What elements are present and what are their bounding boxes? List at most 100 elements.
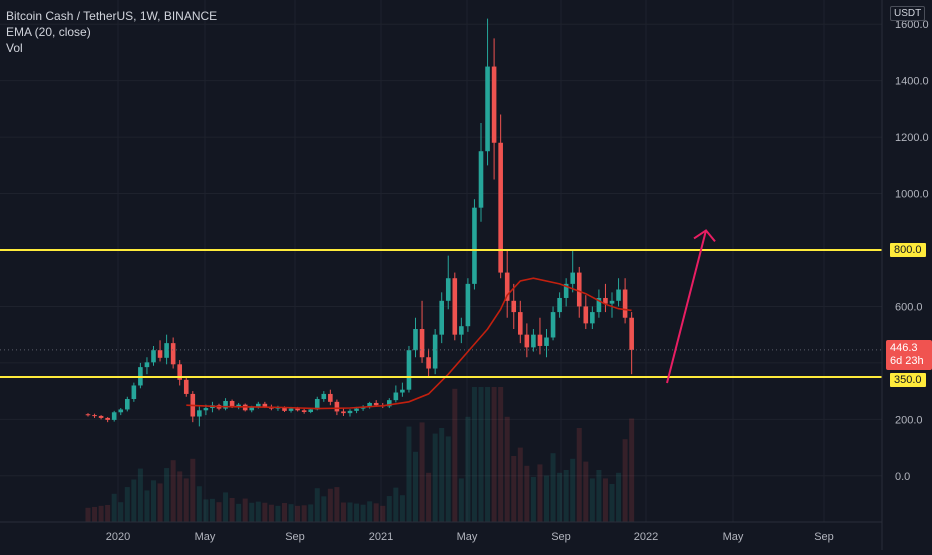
volume-bar	[563, 470, 569, 522]
volume-bar	[314, 488, 320, 522]
volume-bar	[137, 468, 143, 522]
candle-body	[465, 283, 471, 327]
candle-body	[491, 66, 497, 143]
symbol-title[interactable]: Bitcoin Cash / TetherUS, 1W, BINANCE	[6, 9, 218, 23]
candle-body	[426, 357, 431, 369]
currency-badge[interactable]: USDT	[890, 6, 926, 21]
candle-body	[563, 283, 569, 298]
candle-body	[92, 415, 97, 417]
candle-body	[518, 312, 523, 335]
ema-line	[186, 277, 632, 410]
volume-bar	[203, 499, 209, 522]
candle-body	[393, 392, 399, 401]
volume-bar	[373, 503, 379, 522]
x-tick-label: 2020	[106, 531, 130, 543]
candle-body	[583, 306, 589, 324]
volume-bar	[249, 502, 255, 522]
volume-bar	[105, 505, 111, 522]
volume-bar	[347, 502, 353, 522]
candle-body	[321, 393, 327, 400]
last-price-value: 446.3	[890, 342, 918, 354]
candle-body	[308, 409, 313, 412]
volume-bar	[295, 505, 301, 522]
ema-legend[interactable]: EMA (20, close)	[6, 25, 91, 39]
chart-legend: Bitcoin Cash / TetherUS, 1W, BINANCE EMA…	[6, 8, 217, 56]
volume-bar	[583, 461, 589, 522]
y-tick-label: 0.0	[895, 471, 910, 483]
volume-bar	[550, 453, 556, 522]
volume-bar	[111, 493, 117, 522]
candle-body	[341, 411, 346, 414]
candle-body	[550, 312, 556, 338]
candle-body	[439, 300, 444, 335]
volume-bar	[419, 422, 425, 522]
volume-bar	[452, 388, 458, 522]
candle-body	[229, 400, 235, 407]
y-tick-label: 1200.0	[895, 132, 929, 144]
volume-bar	[354, 503, 360, 522]
volume-bar	[458, 478, 464, 522]
candle-body	[144, 362, 150, 368]
candle-body	[478, 151, 484, 208]
volume-bar	[360, 504, 366, 522]
volume-bar	[544, 475, 549, 522]
volume-bar	[275, 505, 281, 522]
resistance-price-tag: 800.0	[890, 243, 926, 257]
candle-body	[511, 300, 517, 313]
volume-bar	[282, 503, 287, 522]
volume-bar	[85, 507, 91, 522]
volume-bar	[92, 506, 98, 522]
volume-bar	[465, 416, 471, 522]
volume-bar	[426, 472, 432, 522]
volume-bar	[334, 487, 340, 522]
candle-body	[531, 334, 536, 348]
volume-bar	[406, 426, 412, 522]
candle-body	[603, 297, 608, 304]
candle-body	[85, 414, 91, 416]
candle-body	[105, 417, 110, 420]
volume-bar	[511, 456, 517, 522]
volume-bar	[209, 498, 215, 522]
candle-body	[151, 350, 156, 363]
candle-body	[314, 399, 320, 410]
candle-body	[177, 364, 182, 380]
candle-body	[354, 408, 359, 411]
volume-bar	[537, 464, 543, 522]
volume-bar	[216, 502, 222, 522]
volume-bar	[386, 496, 392, 522]
volume-bar	[367, 501, 373, 522]
volume-bar	[622, 439, 628, 522]
volume-bar	[236, 503, 242, 522]
volume-bar	[380, 505, 386, 522]
volume-bar	[609, 484, 615, 522]
candle-body	[157, 350, 163, 358]
volume-legend[interactable]: Vol	[6, 41, 23, 55]
candle-body	[387, 400, 392, 407]
volume-bar	[242, 498, 248, 522]
candle-body	[406, 350, 412, 390]
volume-bar	[629, 418, 635, 522]
volume-bar	[439, 428, 445, 522]
projection-arrow-head	[693, 229, 716, 243]
volume-bar	[517, 447, 523, 522]
chart-gridlines	[0, 0, 882, 522]
candle-body	[347, 410, 353, 414]
volume-bar	[393, 487, 399, 522]
volume-bar	[491, 387, 497, 522]
x-tick-label: May	[723, 531, 744, 543]
bar-countdown: 6d 23h	[890, 355, 924, 367]
candle-body	[537, 334, 543, 346]
chart-overlays	[0, 229, 882, 410]
volume-bar	[478, 387, 484, 522]
candle-body	[609, 300, 615, 304]
candle-body	[629, 317, 634, 350]
candle-body	[131, 385, 137, 400]
candle-body	[472, 207, 477, 284]
y-tick-label: 1600.0	[895, 19, 929, 31]
y-tick-label: 1400.0	[895, 76, 929, 88]
volume-bar	[157, 483, 163, 522]
volume-bar	[504, 416, 510, 522]
